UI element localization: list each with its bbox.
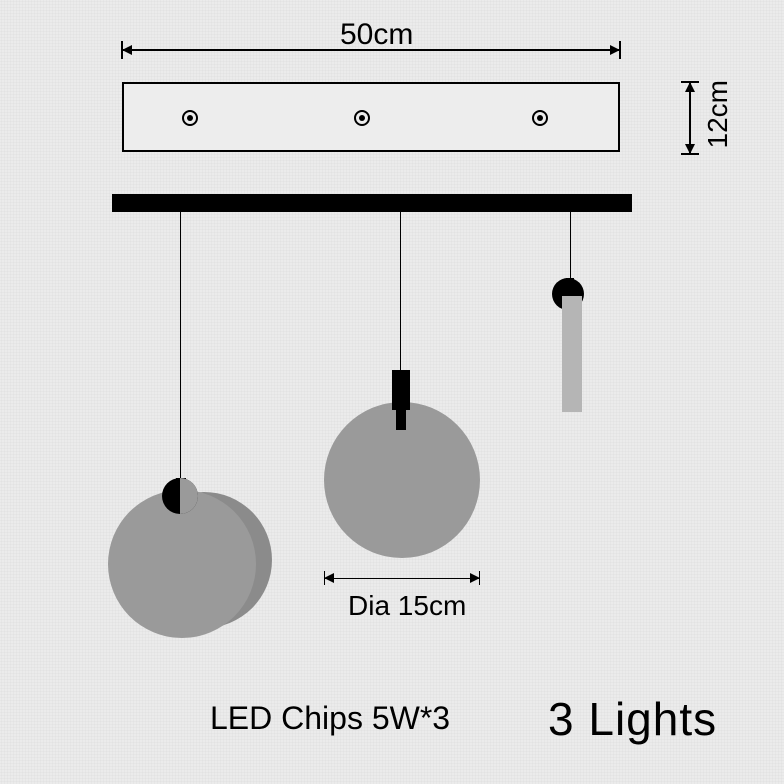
dim-top-arrow-right <box>610 45 620 55</box>
screw-1 <box>182 110 198 126</box>
lights-count-label: 3 Lights <box>548 692 717 746</box>
dim-top-arrow-left <box>122 45 132 55</box>
dim-right-label: 12cm <box>702 80 734 148</box>
dia-arrow-left <box>324 573 334 583</box>
dim-right-arrow-down <box>685 144 695 154</box>
screw-2 <box>354 110 370 126</box>
cord-2 <box>400 212 401 372</box>
dia-arrow-right <box>470 573 480 583</box>
cord-1 <box>180 212 181 480</box>
pendant-mid-socket-top <box>392 370 410 410</box>
pendant-right-socket-stem <box>566 278 574 290</box>
pendant-right-tube <box>562 296 582 412</box>
diagram-stage: 50cm 12cm Dia 15cm LED Chips 5W*3 3 Ligh… <box>0 0 784 784</box>
dia-line <box>324 578 480 579</box>
pendant-mid-socket-stem <box>396 408 406 430</box>
dim-top-label: 50cm <box>340 18 413 52</box>
support-bar <box>112 194 632 212</box>
led-spec-label: LED Chips 5W*3 <box>210 700 450 737</box>
dim-right-arrow-up <box>685 82 695 92</box>
dia-label: Dia 15cm <box>348 590 466 622</box>
screw-3 <box>532 110 548 126</box>
cord-3 <box>570 212 571 280</box>
